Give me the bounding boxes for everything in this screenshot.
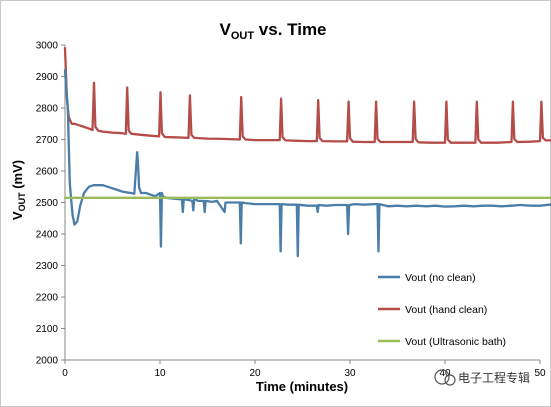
series-line-2 bbox=[63, 46, 551, 144]
watermark-text: 电子工程专辑 bbox=[458, 370, 530, 385]
x-axis-label: Time (minutes) bbox=[256, 379, 348, 394]
y-tick-label: 2000 bbox=[36, 356, 59, 367]
y-tick-label: 2700 bbox=[36, 135, 59, 146]
x-tick-label: 10 bbox=[154, 368, 166, 379]
y-axis-ticks: 2000 2100 2200 2300 2400 2500 2600 2700 2800 2900… bbox=[36, 41, 65, 367]
y-tick-label: 2500 bbox=[36, 198, 59, 209]
x-axis-ticks: 0 10 20 30 40 50 bbox=[62, 360, 546, 379]
plot-series bbox=[63, 46, 551, 258]
x-tick-label: 20 bbox=[249, 368, 261, 379]
x-tick-label: 40 bbox=[439, 368, 451, 379]
y-tick-label: 2300 bbox=[36, 261, 59, 272]
chart-title: VOUT vs. Time bbox=[219, 20, 326, 42]
x-tick-label: 30 bbox=[344, 368, 356, 379]
legend-label: Vout (hand clean) bbox=[405, 304, 487, 316]
legend: Vout (no clean) Vout (hand clean) Vout (Ul… bbox=[378, 272, 506, 348]
y-axis-label: VOUT (mV) bbox=[10, 160, 27, 220]
x-tick-label: 50 bbox=[534, 368, 546, 379]
legend-label: Vout (no clean) bbox=[405, 272, 476, 284]
watermark: 电子工程专辑 bbox=[434, 369, 530, 386]
y-tick-label: 2800 bbox=[36, 104, 59, 115]
series-line-1 bbox=[63, 69, 551, 258]
y-tick-label: 3000 bbox=[36, 41, 59, 52]
y-tick-label: 2600 bbox=[36, 167, 59, 178]
y-tick-label: 2200 bbox=[36, 293, 59, 304]
y-tick-label: 2400 bbox=[36, 230, 59, 241]
x-tick-label: 0 bbox=[62, 368, 68, 379]
legend-label: Vout (Ultrasonic bath) bbox=[405, 336, 506, 348]
wechat-icon bbox=[434, 369, 450, 385]
wechat-icon-inner bbox=[444, 374, 456, 386]
y-tick-label: 2100 bbox=[36, 324, 59, 335]
y-tick-label: 2900 bbox=[36, 72, 59, 83]
